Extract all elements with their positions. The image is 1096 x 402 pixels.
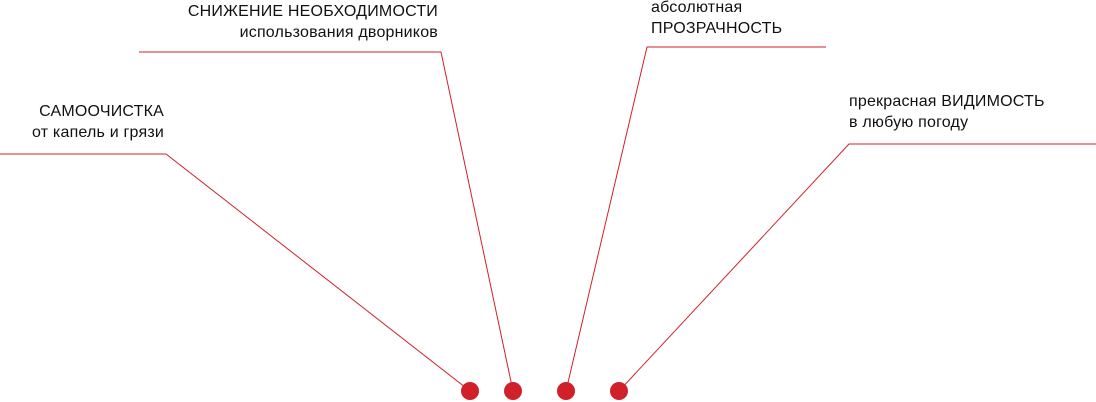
marker-dot-visibility[interactable] (610, 382, 628, 400)
marker-dot-self-cleaning[interactable] (461, 382, 479, 400)
callout-label-self-cleaning: САМООЧИСТКА от капель и грязи (32, 101, 164, 143)
marker-dot-transparency[interactable] (557, 382, 575, 400)
callout-subtitle: от капель и грязи (32, 124, 164, 141)
callout-label-transparency: абсолютная ПРОЗРАЧНОСТЬ (651, 0, 782, 39)
callout-subtitle: абсолютная (651, 0, 743, 16)
callout-label-wiper-reduction: СНИЖЕНИЕ НЕОБХОДИМОСТИ использования дво… (188, 1, 438, 43)
leader-line-wiper-reduction (139, 51, 514, 392)
callout-title: САМООЧИСТКА (39, 103, 164, 120)
callout-subtitle: использования дворников (239, 24, 438, 41)
callout-label-visibility: прекрасная ВИДИМОСТЬ в любую погоду (849, 91, 1045, 133)
leader-line-transparency (565, 46, 826, 392)
callout-subtitle: в любую погоду (849, 114, 969, 131)
leader-line-self-cleaning (0, 153, 471, 392)
callout-title: прекрасная ВИДИМОСТЬ (849, 93, 1045, 110)
leader-line-visibility (618, 143, 1096, 392)
callout-title: ПРОЗРАЧНОСТЬ (651, 20, 783, 37)
marker-dot-wiper-reduction[interactable] (504, 382, 522, 400)
callout-title: СНИЖЕНИЕ НЕОБХОДИМОСТИ (187, 3, 438, 20)
